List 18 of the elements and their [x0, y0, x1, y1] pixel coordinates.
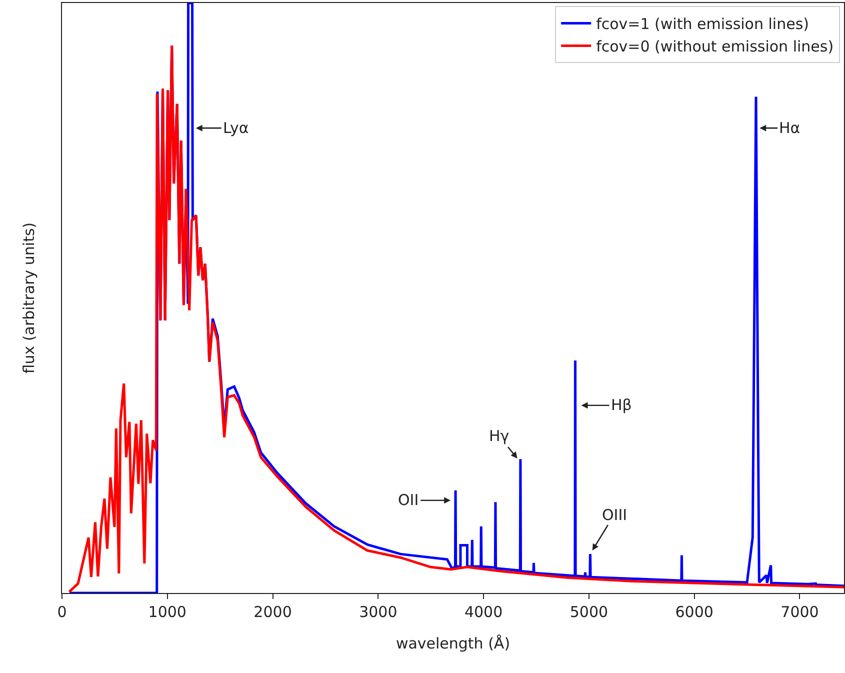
x-tick-label: 1000	[148, 603, 186, 622]
x-tick-label: 3000	[359, 603, 398, 622]
x-tick-label: 0	[57, 603, 67, 622]
annotation: Hα	[779, 119, 800, 137]
legend-label: fcov=1 (with emission lines)	[596, 15, 809, 34]
x-tick-label: 4000	[464, 603, 503, 622]
annotation: OIII	[602, 506, 628, 524]
x-tick-label: 7000	[780, 603, 819, 622]
annotation: Hβ	[611, 396, 632, 414]
annotation: Lyα	[223, 119, 249, 137]
annotation: Hγ	[489, 427, 510, 445]
x-axis-title: wavelength (Å)	[396, 634, 510, 652]
x-tick-label: 5000	[570, 603, 608, 622]
legend-label: fcov=0 (without emission lines)	[596, 38, 834, 56]
x-tick-label: 6000	[675, 603, 714, 622]
annotation: OII	[398, 491, 419, 509]
x-tick-label: 2000	[254, 603, 292, 622]
y-axis-title: flux (arbitrary units)	[20, 222, 38, 374]
